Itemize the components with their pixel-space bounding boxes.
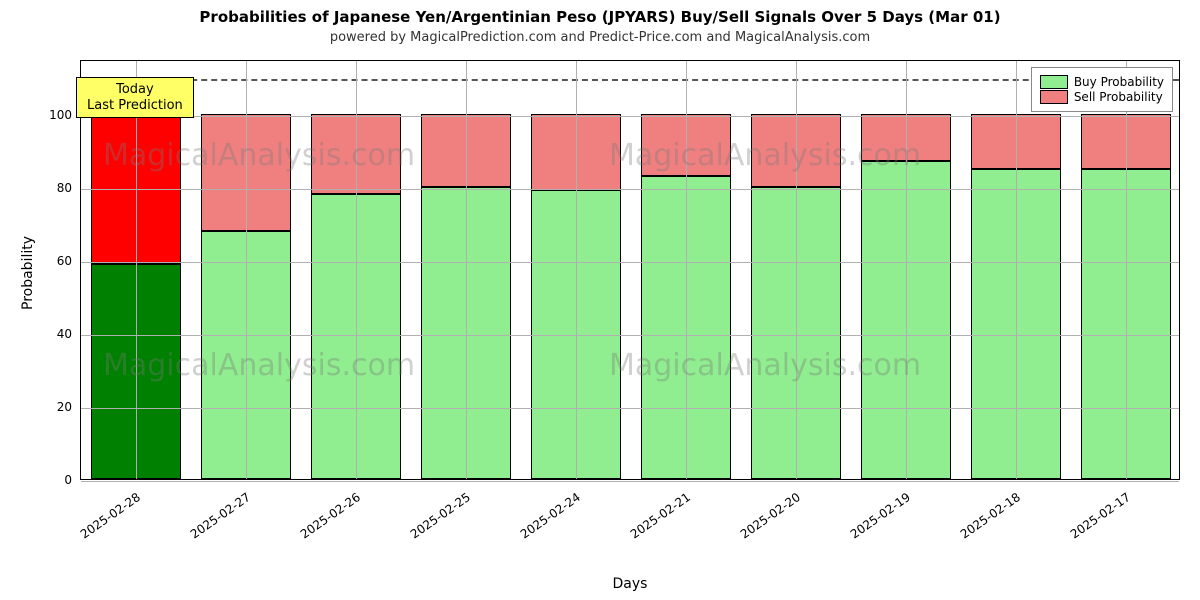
chart-subtitle: powered by MagicalPrediction.com and Pre… xyxy=(0,30,1200,45)
y-tick-label: 60 xyxy=(32,254,72,268)
gridline-vertical xyxy=(906,61,907,479)
legend-label: Buy Probability xyxy=(1074,75,1164,89)
x-tick-label: 2025-02-26 xyxy=(298,490,363,541)
x-tick-label: 2025-02-27 xyxy=(188,490,253,541)
chart-container: Probabilities of Japanese Yen/Argentinia… xyxy=(0,0,1200,600)
annotation-line: Last Prediction xyxy=(87,98,183,114)
y-tick-label: 80 xyxy=(32,181,72,195)
chart-title: Probabilities of Japanese Yen/Argentinia… xyxy=(0,8,1200,26)
plot-area: Buy ProbabilitySell Probability TodayLas… xyxy=(80,60,1180,480)
gridline-horizontal xyxy=(81,481,1179,482)
y-tick-label: 20 xyxy=(32,400,72,414)
legend-item: Buy Probability xyxy=(1040,75,1164,89)
gridline-vertical xyxy=(796,61,797,479)
gridline-vertical xyxy=(466,61,467,479)
annotation-line: Today xyxy=(87,82,183,98)
legend-item: Sell Probability xyxy=(1040,90,1164,104)
gridline-vertical xyxy=(1016,61,1017,479)
gridline-vertical xyxy=(686,61,687,479)
gridline-vertical xyxy=(136,61,137,479)
y-tick-label: 0 xyxy=(32,473,72,487)
x-tick-label: 2025-02-24 xyxy=(518,490,583,541)
y-axis-label: Probability xyxy=(20,236,36,310)
legend: Buy ProbabilitySell Probability xyxy=(1031,67,1173,112)
x-tick-label: 2025-02-25 xyxy=(408,490,473,541)
gridline-vertical xyxy=(356,61,357,479)
x-tick-label: 2025-02-28 xyxy=(78,490,143,541)
x-tick-label: 2025-02-19 xyxy=(848,490,913,541)
gridline-vertical xyxy=(246,61,247,479)
legend-swatch xyxy=(1040,75,1068,89)
gridline-vertical xyxy=(1126,61,1127,479)
x-tick-label: 2025-02-20 xyxy=(738,490,803,541)
today-annotation: TodayLast Prediction xyxy=(76,77,194,118)
legend-label: Sell Probability xyxy=(1074,90,1163,104)
x-axis-label: Days xyxy=(80,576,1180,592)
legend-swatch xyxy=(1040,90,1068,104)
x-tick-label: 2025-02-18 xyxy=(958,490,1023,541)
x-tick-label: 2025-02-21 xyxy=(628,490,693,541)
y-tick-label: 100 xyxy=(32,108,72,122)
y-tick-label: 40 xyxy=(32,327,72,341)
x-tick-label: 2025-02-17 xyxy=(1068,490,1133,541)
gridline-vertical xyxy=(576,61,577,479)
